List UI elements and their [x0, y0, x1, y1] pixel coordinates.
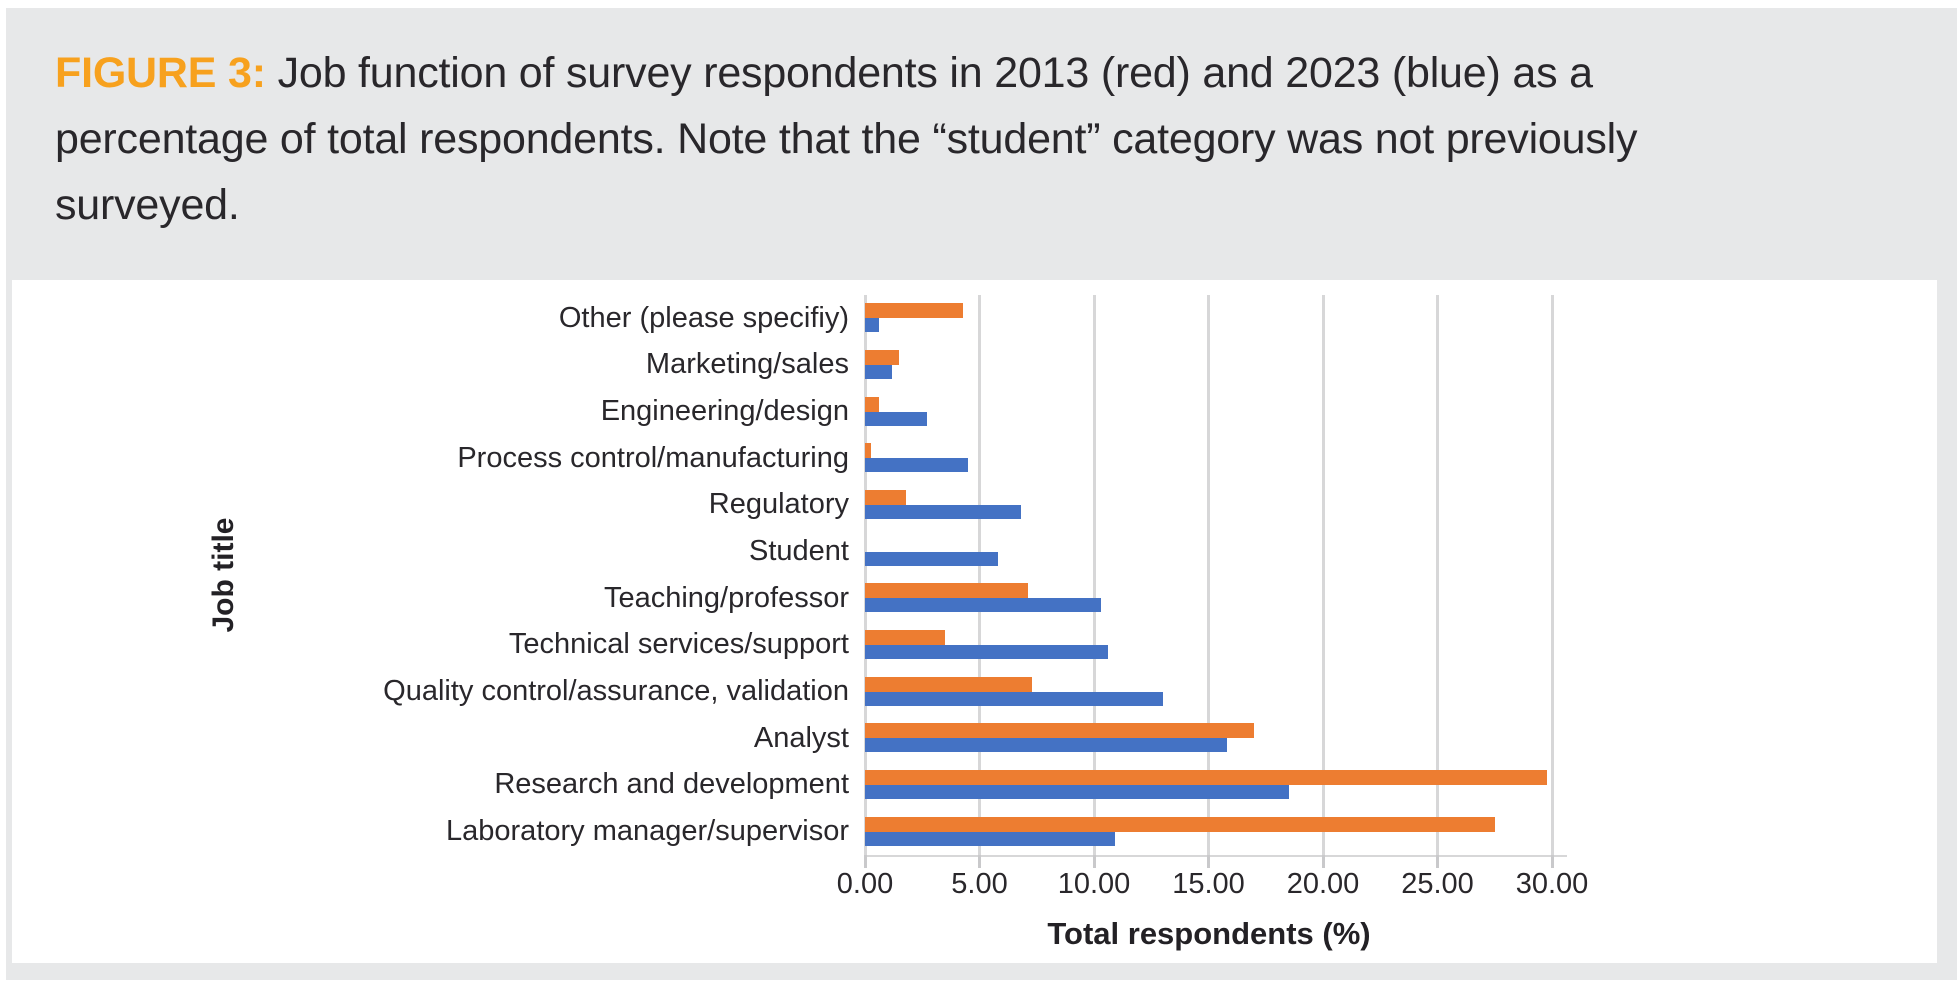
bar-pair [865, 715, 1632, 762]
x-tick [863, 855, 867, 868]
figure-number-label: FIGURE 3: [55, 49, 266, 97]
category-label: Engineering/design [600, 395, 849, 428]
bar-2013 [865, 349, 900, 365]
category-label: Student [749, 535, 849, 568]
x-tick-label: 15.00 [1172, 868, 1245, 900]
chart-row: Marketing/sales [12, 342, 1632, 389]
chart-row: Research and development [12, 762, 1632, 809]
caption-line-1-text: Job function of survey respondents in 20… [265, 49, 1593, 97]
bar-2023 [865, 784, 1289, 799]
chart-rows: Other (please specifiy) Marketing/sales En… [12, 295, 1632, 855]
bar-2013 [865, 816, 1495, 832]
chart-row: Process control/manufacturing [12, 435, 1632, 482]
category-label: Other (please specifiy) [558, 301, 849, 334]
bar-2023 [865, 598, 1101, 613]
gridline-30.00 [1550, 295, 1554, 855]
chart-row: Quality control/assurance, validation [12, 668, 1632, 715]
bar-2023 [865, 318, 879, 333]
x-tick [1436, 855, 1439, 868]
bar-2013 [865, 769, 1548, 785]
category-label: Technical services/support [508, 628, 849, 661]
chart-row: Engineering/design [12, 388, 1632, 435]
bar-pair [865, 435, 1632, 482]
caption-line-3: surveyed. [55, 181, 240, 229]
bar-pair [865, 668, 1632, 715]
bar-2023 [865, 691, 1163, 706]
x-axis-title: Total respondents (%) [1047, 916, 1371, 951]
bar-pair [865, 575, 1632, 622]
chart-row: Teaching/professor [12, 575, 1632, 622]
x-axis-line [865, 855, 1567, 857]
x-tick [1321, 855, 1325, 868]
bar-2013 [865, 676, 1033, 692]
bar-2023 [865, 458, 969, 473]
bar-pair [865, 342, 1632, 389]
x-tick-label: 20.00 [1286, 868, 1360, 900]
bar-2023 [865, 738, 1227, 753]
figure-caption: FIGURE 3: Job function of survey respond… [55, 40, 1915, 238]
gridline-5.00 [978, 295, 981, 855]
bar-2013 [865, 629, 946, 645]
category-label: Teaching/professor [603, 581, 849, 614]
bar-2023 [865, 504, 1021, 519]
bar-2013 [865, 723, 1255, 739]
x-tick-label: 0.00 [836, 868, 894, 900]
caption-line-1: FIGURE 3: Job function of survey respond… [55, 40, 1915, 106]
x-tick-label: 10.00 [1057, 868, 1131, 900]
chart-row: Other (please specifiy) [12, 295, 1632, 342]
category-label: Marketing/sales [645, 348, 849, 381]
caption-line-2: percentage of total respondents. Note th… [55, 115, 1638, 163]
category-label: Research and development [494, 768, 849, 801]
x-tick-label: 30.00 [1515, 868, 1589, 900]
gridline-25.00 [1436, 295, 1439, 855]
bar-2023 [865, 411, 927, 426]
gridline-0.00 [863, 295, 867, 855]
chart-row: Student [12, 528, 1632, 575]
chart-row: Technical services/support [12, 622, 1632, 669]
bar-pair [865, 808, 1632, 855]
bar-2023 [865, 364, 893, 379]
chart-row: Regulatory [12, 482, 1632, 529]
category-label: Analyst [753, 721, 849, 754]
bar-2013 [865, 396, 879, 412]
bar-pair [865, 482, 1632, 529]
x-tick [1550, 855, 1554, 868]
gridline-10.00 [1092, 295, 1096, 855]
bar-chart: Job title Other (please specifiy) Marketi… [12, 280, 1937, 963]
bar-2023 [865, 831, 1115, 846]
bar-2013 [865, 583, 1028, 599]
chart-row: Laboratory manager/supervisor [12, 808, 1632, 855]
x-tick-label: 25.00 [1401, 868, 1474, 900]
bar-2013 [865, 303, 964, 319]
bar-pair [865, 762, 1632, 809]
bar-2013 [865, 443, 871, 459]
x-tick [1207, 855, 1210, 868]
x-tick-label: 5.00 [951, 868, 1008, 900]
category-label: Laboratory manager/supervisor [446, 815, 849, 848]
x-tick [978, 855, 981, 868]
chart-row: Analyst [12, 715, 1632, 762]
bar-2023 [865, 644, 1108, 659]
gridline-15.00 [1207, 295, 1210, 855]
bar-pair [865, 528, 1632, 575]
category-label: Quality control/assurance, validation [383, 675, 849, 708]
x-tick [1092, 855, 1096, 868]
bar-pair [865, 622, 1632, 669]
bar-pair [865, 295, 1632, 342]
bar-2013 [865, 489, 907, 505]
bar-pair [865, 388, 1632, 435]
category-label: Process control/manufacturing [457, 441, 849, 474]
bar-2023 [865, 551, 998, 566]
gridline-20.00 [1321, 295, 1325, 855]
category-label: Regulatory [708, 488, 849, 521]
